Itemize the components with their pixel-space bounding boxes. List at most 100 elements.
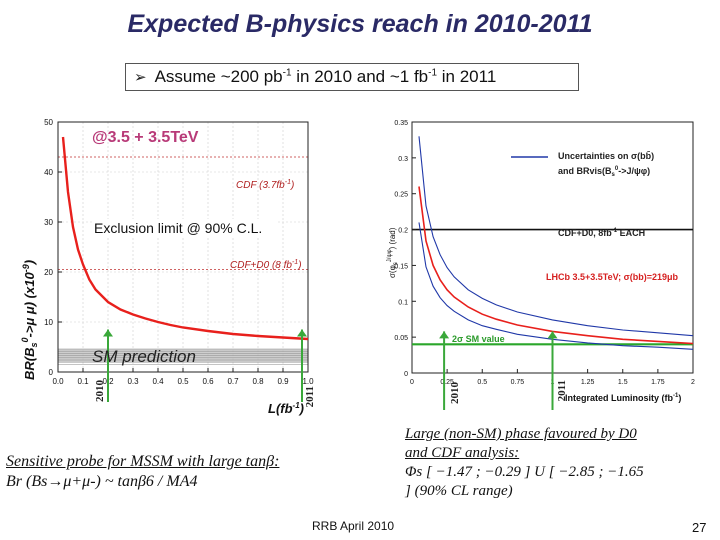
ylabel-sub: s	[29, 342, 39, 347]
x-tick-label: 0.1	[77, 377, 89, 386]
x-tick-label: 1.0	[302, 377, 314, 386]
phase-text: Large (non-SM) phase favoured by D0 and …	[405, 425, 715, 501]
exclusion-limit-curve	[61, 136, 309, 341]
cdf-8-sup: -1	[292, 259, 298, 266]
xlabel-part: L(fb	[268, 401, 293, 416]
assumption-sup: -1	[282, 67, 292, 79]
x-tick-label: 0.8	[252, 377, 264, 386]
cdf-37-text: CDF (3.7fb	[236, 180, 285, 191]
year-marker-arrowhead	[297, 329, 307, 337]
right-x-axis-label: Integrated Luminosity (fb-1)	[565, 393, 681, 403]
y-tick-label: 0.2	[398, 228, 408, 235]
assumption-box: ➢ Assume ~200 pb-1 in 2010 and ~1 fb-1 i…	[125, 63, 579, 91]
ylabel-part: ->μ μ) (x10	[22, 272, 37, 338]
lhcb-curve	[418, 186, 694, 345]
lhcb-label: LHCb 3.5+3.5TeV; σ(bb)=219μb	[546, 272, 679, 282]
exclusion-label-bg	[92, 219, 278, 237]
uncertainty-curve	[418, 136, 694, 337]
page-number: 27	[692, 520, 707, 535]
sm-prediction-label: SM prediction	[92, 347, 196, 366]
left-y-axis-label: BR(Bs0->μ μ) (x10-9)	[20, 260, 39, 380]
x-tick-label: 0.5	[477, 379, 487, 386]
assumption-text: Assume ~200 pb-1 in 2010 and ~1 fb-1 in …	[155, 67, 497, 87]
ylabel-part: )	[22, 260, 37, 266]
year-marker-arrowhead	[439, 331, 450, 339]
xlabel-part: )	[298, 401, 304, 416]
y-tick-label: 10	[44, 318, 53, 327]
assumption-part: Assume ~200 pb	[154, 67, 283, 86]
y-tick-label: 0.05	[394, 335, 408, 342]
x-tick-label: 2	[691, 379, 695, 386]
svg-text:σ(φsJ/ψφ) (rad): σ(φsJ/ψφ) (rad)	[387, 227, 399, 278]
cdf-37-close: )	[290, 180, 294, 191]
left-plot-area: 0.00.10.20.30.40.50.60.70.80.91.00102030…	[44, 118, 314, 402]
year-marker-arrowhead	[103, 329, 113, 337]
uncertainty-curve	[418, 222, 694, 350]
r-xlabel-sup: -1	[673, 393, 679, 399]
legend-sub: s	[612, 172, 616, 178]
phase-line4: ] (90% CL range)	[405, 483, 513, 499]
svg-text:BR(Bs0->μ μ) (x10-9): BR(Bs0->μ μ) (x10-9)	[20, 260, 39, 380]
left-year-2011: 2011	[304, 386, 316, 408]
mssm-line1: Sensitive probe for MSSM with large tanβ…	[6, 453, 280, 470]
r-xlabel-part: Integrated Luminosity (fb	[565, 393, 674, 403]
left-year-2010: 2010	[94, 380, 106, 402]
slide-title: Expected B-physics reach in 2010-2011	[127, 10, 593, 38]
left-x-axis-label: L(fb-1)	[268, 401, 304, 416]
legend-line1: Uncertainties on σ(bb̄)	[558, 151, 654, 161]
r-ylabel-part: ) (rad)	[388, 227, 397, 249]
phase-line2: and CDF analysis:	[405, 445, 520, 461]
left-chart: BR(Bs0->μ μ) (x10-9) 0.00.10.20.30.40.50…	[20, 118, 314, 416]
legend-line2: and BRvis(Bs0->J/ψφ)	[558, 166, 650, 178]
x-tick-label: 0.4	[152, 377, 164, 386]
y-tick-label: 0.15	[394, 263, 408, 270]
year-marker-arrowhead	[547, 331, 558, 339]
legend-part: ->J/ψφ)	[618, 166, 650, 176]
phase-line1: Large (non-SM) phase favoured by D0	[405, 426, 637, 442]
cdf-d0-label: CDF+D0, 8fb-1 EACH	[558, 228, 645, 238]
exclusion-label: Exclusion limit @ 90% C.L.	[94, 220, 262, 236]
x-tick-label: 0.25	[440, 379, 454, 386]
ylabel-sup: 0	[20, 337, 30, 342]
y-tick-label: 40	[44, 168, 53, 177]
y-tick-label: 0.25	[394, 192, 408, 199]
x-tick-label: 0.3	[127, 377, 139, 386]
sm-value-label: 2σ SM value	[452, 334, 505, 344]
xlabel-sup: -1	[293, 401, 301, 410]
y-tick-label: 0.3	[398, 156, 408, 163]
x-tick-label: 0.75	[511, 379, 525, 386]
ylabel-part: BR(B	[22, 348, 37, 381]
mssm-line2: Br (Bs→μ+μ-) ~ tanβ6 / MA4	[6, 473, 198, 490]
y-tick-label: 50	[44, 118, 53, 127]
assumption-part: in 2011	[437, 67, 497, 86]
right-plot-area: 00.250.50.7511.251.51.75200.050.10.150.2…	[394, 120, 695, 410]
y-tick-label: 0	[404, 371, 408, 378]
cdf-d0-sup: -1	[612, 228, 618, 234]
cdf-8-close: )	[297, 260, 301, 271]
mssm-probe-text: Sensitive probe for MSSM with large tanβ…	[6, 452, 386, 492]
x-tick-label: 0.5	[177, 377, 189, 386]
arrow-bullet-icon: ➢	[134, 69, 147, 86]
r-ylabel-part: σ(φ	[388, 265, 397, 278]
x-tick-label: 0	[410, 379, 414, 386]
cdf-37-label: CDF (3.7fb-1)	[236, 179, 294, 191]
y-tick-label: 0.35	[394, 120, 408, 127]
cdf-8-label: CDF+D0 (8 fb-1)	[230, 259, 302, 271]
r-ylabel-sub: s	[393, 262, 399, 265]
x-tick-label: 1.5	[618, 379, 628, 386]
r-ylabel-sup: J/ψφ	[387, 249, 393, 262]
footer-text: RRB April 2010	[312, 519, 395, 533]
x-tick-label: 1.25	[581, 379, 595, 386]
right-y-axis-label: σ(φsJ/ψφ) (rad)	[387, 227, 399, 278]
legend-part: and BRvis(B	[558, 166, 612, 176]
cdf-d0-text: EACH	[617, 228, 645, 238]
ylabel-sup: -9	[21, 264, 31, 272]
assumption-sup: -1	[428, 67, 438, 79]
cdf-8-text: CDF+D0 (8 fb	[230, 260, 292, 271]
x-tick-label: 0.6	[202, 377, 214, 386]
r-xlabel-part: )	[678, 393, 681, 403]
right-year-2010: 2010	[449, 382, 461, 404]
y-tick-label: 30	[44, 218, 53, 227]
x-tick-label: 0.9	[277, 377, 289, 386]
legend-sup: 0	[615, 166, 619, 172]
